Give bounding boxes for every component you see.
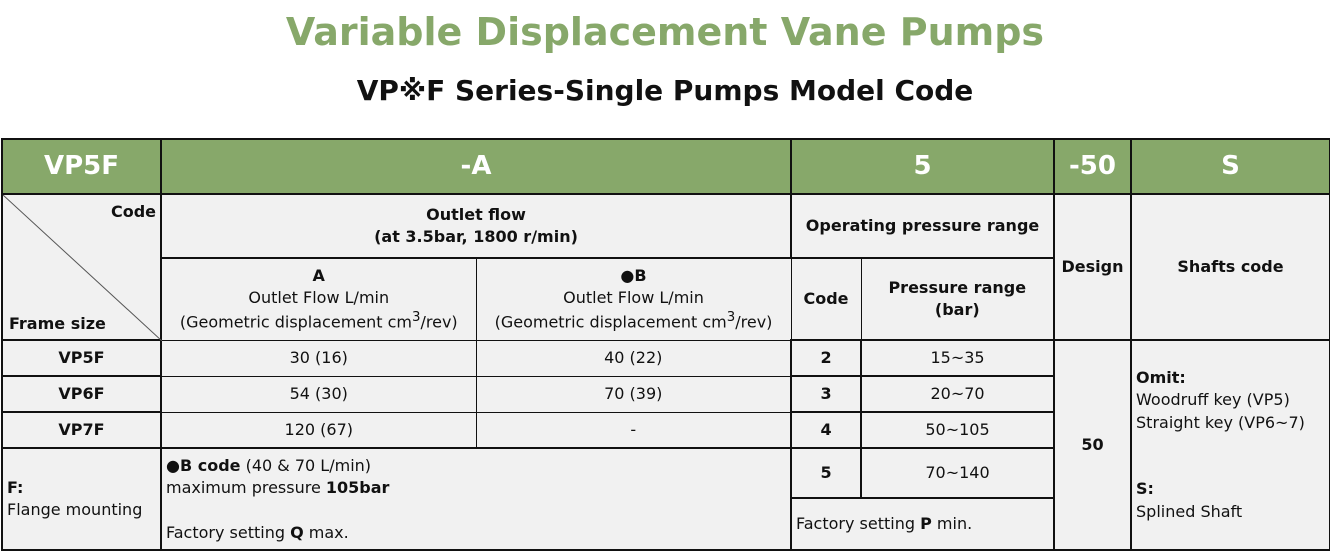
flow-a-cell: 54 (30) xyxy=(160,375,477,413)
header-flow: -A xyxy=(159,138,793,195)
flow-a-cell: 30 (16) xyxy=(160,339,477,377)
table-row: VP5F 30 (16) 40 (22) 2 15~35 50 Omit: Wo… xyxy=(1,339,1330,551)
flow-a-label: Outlet Flow L/min xyxy=(248,287,390,307)
note-p-end: min. xyxy=(931,513,973,533)
corner-cell: Code Frame size xyxy=(1,193,162,341)
shaft-omit-2: Straight key (VP6~7) xyxy=(1136,412,1305,432)
diagonal-line xyxy=(3,195,162,341)
shaft-s-desc: Splined Shaft xyxy=(1136,501,1243,521)
frame-cell: VP7F xyxy=(1,411,162,449)
model-code-table: VP5F -A 5 -50 S Code Frame size Outlet f… xyxy=(1,138,1330,551)
outlet-cond: (at 3.5bar, 1800 r/min) xyxy=(374,227,578,246)
note-max-val: 105bar xyxy=(325,478,390,498)
flow-a-sup: 3 xyxy=(412,310,421,326)
header-pressure: 5 xyxy=(790,138,1056,195)
header-design: -50 xyxy=(1053,138,1133,195)
flow-a-unit: /rev) xyxy=(420,312,458,332)
note-max: maximum pressure xyxy=(166,478,326,498)
note-fs-end: max. xyxy=(303,522,349,542)
frame-cell: VP6F xyxy=(1,375,162,413)
pressure-range-cell: 15~35 xyxy=(860,339,1056,377)
pressure-code-cell: 3 xyxy=(790,375,863,413)
flange-cell: F: Flange mounting xyxy=(1,447,162,551)
pressure-range-cell: 70~140 xyxy=(860,447,1056,499)
outlet-flow-header: Outlet flow (at 3.5bar, 1800 r/min) xyxy=(159,193,793,259)
flange-label: Flange mounting xyxy=(7,500,143,519)
shaft-omit-label: Omit: xyxy=(1136,368,1186,388)
corner-code: Code xyxy=(110,202,156,221)
page-subtitle: VP※F Series-Single Pumps Model Code xyxy=(356,74,974,107)
design-value: 50 xyxy=(1053,339,1133,551)
flow-a-code: A xyxy=(312,265,325,285)
shafts-header: Shafts code xyxy=(1130,193,1330,341)
pressure-header: Operating pressure range xyxy=(790,193,1056,259)
flow-a-cell: 120 (67) xyxy=(160,411,477,449)
flow-b-cell: 40 (22) xyxy=(475,339,792,377)
flow-b-sup: 3 xyxy=(726,310,736,326)
flow-a-header: A Outlet Flow L/min (Geometric displacemen… xyxy=(160,257,477,341)
header-shaft: S xyxy=(1130,138,1330,195)
flow-b-header: ●B Outlet Flow L/min (Geometric displaceme… xyxy=(475,257,792,341)
design-header: Design xyxy=(1053,193,1133,341)
pressure-code-cell: 5 xyxy=(790,447,863,499)
pressure-range-cell: 20~70 xyxy=(860,375,1056,413)
flow-b-disp: (Geometric displacement cm xyxy=(494,312,727,332)
outlet-title: Outlet flow xyxy=(426,204,526,224)
pressure-code-cell: 4 xyxy=(790,411,863,449)
pressure-range-header: Pressure range (bar) xyxy=(860,257,1055,341)
pressure-range-cell: 50~105 xyxy=(860,411,1056,449)
flow-b-cell: - xyxy=(475,411,792,449)
flange-code: F: xyxy=(7,477,24,497)
flow-b-cell: 70 (39) xyxy=(475,375,792,413)
note-fs-q: Q xyxy=(290,522,304,542)
flow-b-unit: /rev) xyxy=(735,312,773,332)
flow-a-disp: (Geometric displacement cm xyxy=(179,312,413,332)
note-fs: Factory setting xyxy=(166,522,291,542)
flow-b-label: Outlet Flow L/min xyxy=(563,287,704,307)
pressure-range-label: Pressure range xyxy=(888,277,1027,297)
pressure-range-unit: (bar) xyxy=(934,300,980,319)
frame-cell: VP5F xyxy=(1,339,162,377)
note-p-fs: Factory setting xyxy=(796,513,921,533)
note-b-code: ●B code xyxy=(166,456,241,475)
page-title: Variable Displacement Vane Pumps xyxy=(285,10,1045,54)
note-p-bold: P xyxy=(920,513,932,533)
note-b-rest: (40 & 70 L/min) xyxy=(240,456,372,475)
table-row: VP7F 120 (67) - 4 50~105 xyxy=(1,411,1330,449)
corner-frame: Frame size xyxy=(9,313,106,333)
pressure-code-header: Code xyxy=(790,257,862,341)
shaft-omit-1: Woodruff key (VP5) xyxy=(1136,390,1290,410)
header-series: VP5F xyxy=(1,138,162,195)
flow-note-cell: ●B code (40 & 70 L/min) maximum pressure… xyxy=(159,447,793,551)
pressure-note-cell: Factory setting P min. xyxy=(790,497,1056,551)
shaft-s-label: S: xyxy=(1136,479,1154,499)
shafts-cell: Omit: Woodruff key (VP5) Straight key (V… xyxy=(1130,339,1330,551)
pressure-code-cell: 2 xyxy=(790,339,863,377)
flow-b-code: ●B xyxy=(620,265,647,285)
